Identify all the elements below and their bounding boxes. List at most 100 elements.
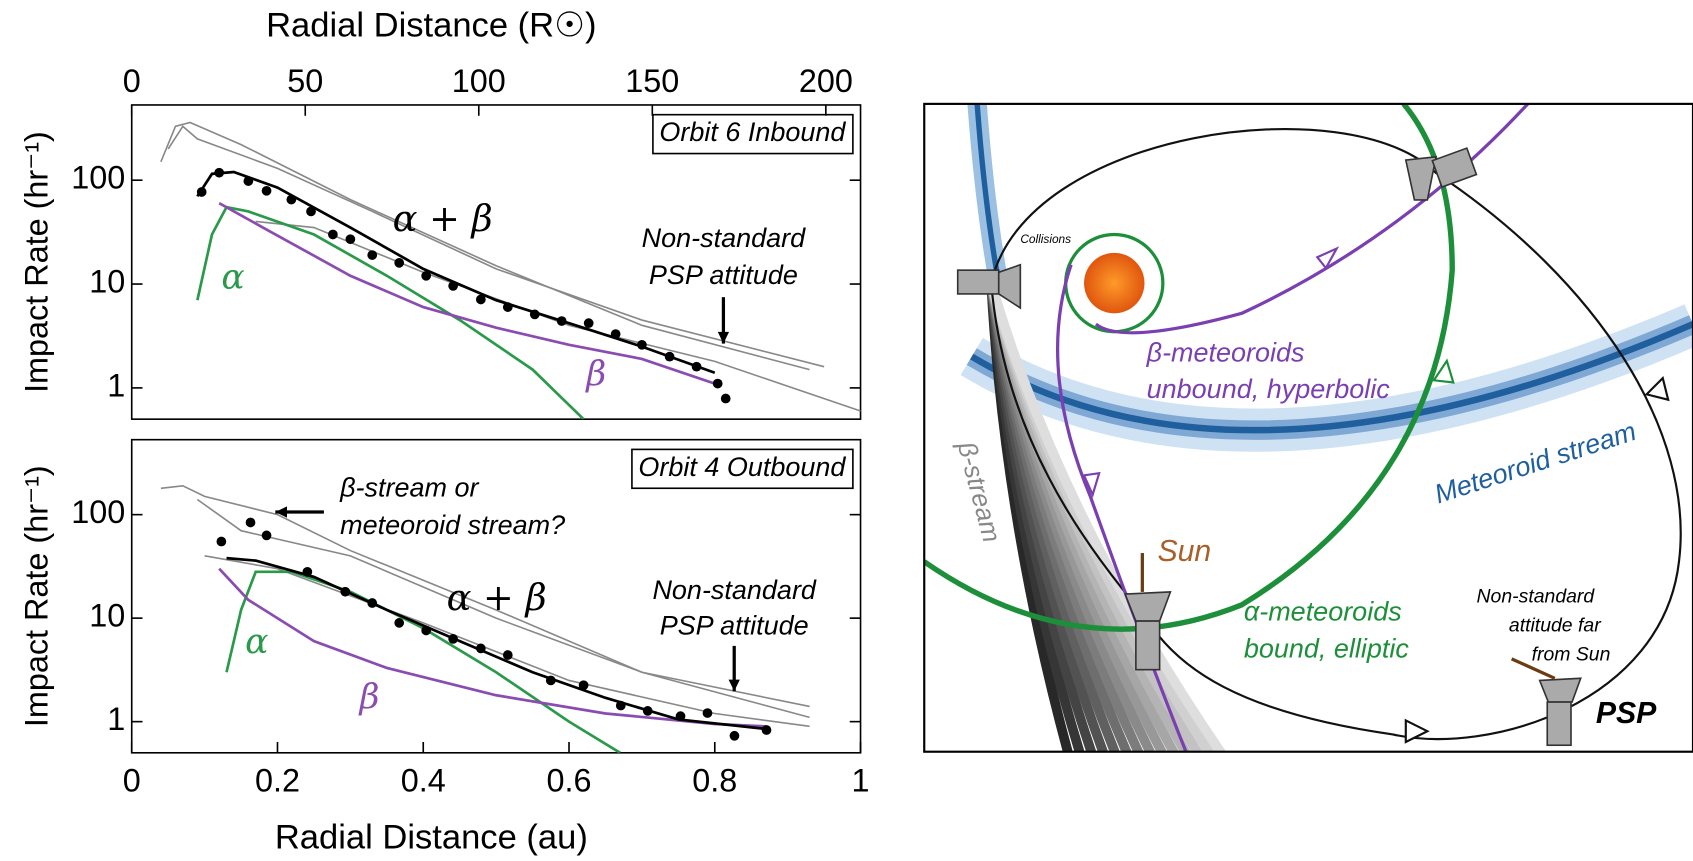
diagram-frame xyxy=(923,102,1693,753)
data-point xyxy=(216,536,227,547)
y-axis-label: Impact Rate (hr⁻¹) xyxy=(18,131,54,393)
x-tick-label: 0.6 xyxy=(547,763,592,799)
plot-area xyxy=(160,484,810,753)
x2-tick-label: 200 xyxy=(799,63,853,99)
sun xyxy=(1084,252,1145,314)
data-point xyxy=(345,234,356,245)
data-point xyxy=(502,650,513,660)
data-point xyxy=(286,194,297,205)
alpha-label: bound, elliptic xyxy=(1244,633,1410,663)
x-tick-label: 0.8 xyxy=(692,763,737,799)
spacecraft xyxy=(1404,155,1438,201)
data-point xyxy=(675,711,686,722)
annotation: Non-standard xyxy=(652,575,816,605)
data-point xyxy=(475,294,486,305)
alpha-label: α-meteoroids xyxy=(1244,597,1402,627)
series-label: β xyxy=(584,354,606,394)
spacecraft xyxy=(1546,701,1572,747)
data-point xyxy=(720,393,731,404)
sun-label: Sun xyxy=(1157,535,1211,568)
alpha-orbit xyxy=(924,103,1455,632)
x-axis-label: Radial Distance (au) xyxy=(275,818,588,856)
data-point xyxy=(691,361,702,372)
data-point xyxy=(556,316,567,326)
beta-label: unbound, hyperbolic xyxy=(1147,374,1391,404)
data-point xyxy=(367,598,378,608)
y-tick-label: 1 xyxy=(107,367,125,403)
data-point xyxy=(578,680,589,691)
stream-core xyxy=(970,321,1693,434)
diagram: Collisions β-meteoroids unbound, hyperbo… xyxy=(923,102,1693,753)
curve xyxy=(226,556,766,731)
curve xyxy=(167,125,825,368)
model-curve xyxy=(218,202,716,385)
data-point xyxy=(261,530,272,541)
plot-frame xyxy=(130,104,862,420)
plot-frame xyxy=(130,438,862,754)
y-axis-label: Impact Rate (hr⁻¹) xyxy=(18,465,54,727)
annotation: PSP attitude xyxy=(660,611,809,641)
x2-axis-label: Radial Distance (R☉) xyxy=(266,6,596,44)
curve xyxy=(160,121,810,371)
x-tick-label: 1 xyxy=(852,763,870,799)
data-point xyxy=(583,318,594,329)
arrowhead xyxy=(1315,246,1340,270)
curve xyxy=(160,484,810,708)
spacecraft xyxy=(997,263,1022,310)
series-label: α xyxy=(221,257,244,297)
model-curve xyxy=(196,205,585,420)
data-point xyxy=(367,250,378,260)
y-tick-label: 1 xyxy=(107,701,125,737)
psp-label: PSP xyxy=(1596,697,1657,730)
spacecraft xyxy=(1431,147,1478,189)
x2-tick-label: 150 xyxy=(625,63,679,99)
arrowhead xyxy=(1431,358,1455,384)
data-point xyxy=(196,187,207,197)
data-point xyxy=(394,618,405,628)
arrowhead xyxy=(717,331,730,344)
annotation: β-stream or xyxy=(339,472,479,502)
series-label: β xyxy=(358,677,380,717)
data-point xyxy=(642,706,653,716)
annotation: α + β xyxy=(447,576,547,619)
data-point xyxy=(545,675,556,686)
arrowhead xyxy=(728,679,740,692)
data-point xyxy=(306,206,316,217)
data-point xyxy=(302,567,313,577)
model-curve xyxy=(225,570,621,753)
beta-stream-core xyxy=(974,103,1002,284)
annotation: meteoroid stream? xyxy=(340,510,565,540)
annotation: Non-standard xyxy=(642,223,806,253)
y-tick-label: 100 xyxy=(71,160,125,196)
data-point xyxy=(664,351,675,362)
arrowhead xyxy=(1644,376,1670,402)
data-point xyxy=(340,586,351,597)
x2-tick-label: 100 xyxy=(452,63,506,99)
beta-stream-label: β-stream xyxy=(952,438,1006,545)
panel-title-box xyxy=(631,448,854,490)
x-tick-label: 0 xyxy=(123,763,141,799)
data-point xyxy=(529,309,540,320)
spacecraft xyxy=(956,269,1000,295)
series-label: α xyxy=(245,622,268,662)
attitude-label: from Sun xyxy=(1532,644,1611,666)
data-point xyxy=(761,725,772,735)
panel-title: Orbit 6 Inbound xyxy=(659,117,846,147)
y-tick-label: 10 xyxy=(89,598,125,634)
stream-label: Meteoroid stream xyxy=(1431,416,1640,509)
data-point xyxy=(394,257,405,268)
curve xyxy=(196,498,810,719)
data-point xyxy=(475,643,486,654)
data-point xyxy=(214,167,225,178)
x2-tick-label: 50 xyxy=(287,63,323,99)
data-point xyxy=(243,176,254,186)
data-point xyxy=(637,339,647,350)
panel-title: Orbit 4 Outbound xyxy=(638,452,846,482)
data-point xyxy=(328,229,338,240)
data-point xyxy=(712,378,723,389)
attitude-label: Non-standard xyxy=(1477,585,1596,607)
x-tick-label: 0.2 xyxy=(255,763,300,799)
arrowhead xyxy=(1404,718,1430,744)
panel-title-box xyxy=(652,113,854,155)
